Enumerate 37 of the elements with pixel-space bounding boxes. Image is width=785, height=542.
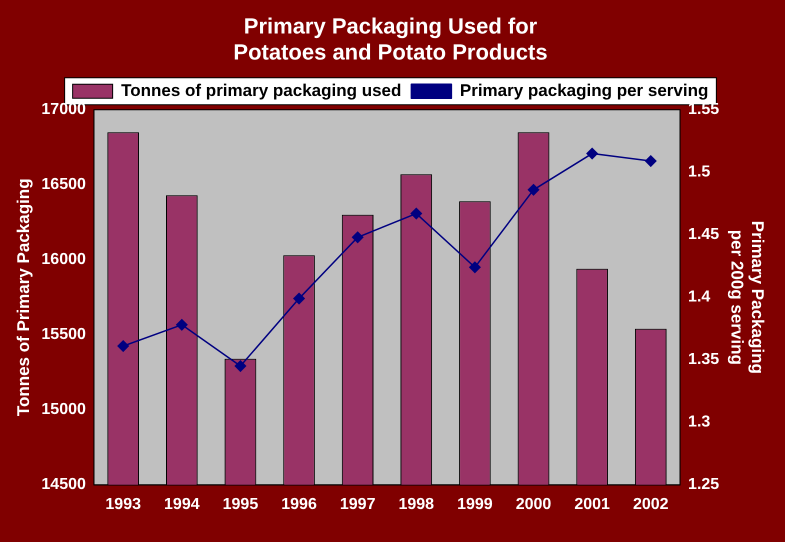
x-tick-label: 1996 — [281, 496, 317, 513]
y2-axis-title: Primary Packaging per 200g serving — [728, 220, 768, 374]
x-tick-label: 1998 — [398, 496, 434, 513]
x-tick-label: 1995 — [222, 496, 258, 513]
point — [234, 360, 246, 372]
y2-tick-label: 1.5 — [688, 164, 710, 181]
y2-tick-label: 1.45 — [688, 226, 720, 244]
y2-tick-label: 1.25 — [688, 476, 720, 494]
point — [645, 155, 656, 167]
y2-tick-label: 1.3 — [688, 414, 710, 431]
point — [293, 292, 305, 304]
x-tick-label: 2000 — [516, 496, 552, 513]
chart-title: Primary Packaging Used for Potatoes and Potato Products — [233, 13, 548, 65]
point — [352, 232, 364, 244]
y-tick-label: 16500 — [41, 176, 86, 194]
x-tick-label: 2002 — [632, 496, 669, 513]
y-tick-label: 15000 — [41, 401, 86, 418]
legend-label: Primary packaging per serving — [460, 80, 708, 100]
x-tick-label: 1997 — [340, 496, 376, 513]
y-tick-label: 16000 — [41, 251, 86, 268]
x-tick-label: 2001 — [574, 496, 610, 513]
y-tick-label: 14500 — [41, 476, 86, 494]
point — [586, 148, 598, 160]
x-tick-label: 1994 — [164, 496, 200, 513]
x-tick-label: 1999 — [457, 496, 493, 513]
point — [469, 262, 481, 274]
point — [117, 340, 129, 352]
point — [528, 184, 540, 196]
x-tick-label: 1993 — [105, 496, 142, 513]
y-tick-label: 17000 — [41, 101, 86, 118]
legend-label: Tonnes of primary packaging used — [121, 80, 402, 100]
point — [410, 208, 422, 220]
y2-tick-label: 1.35 — [688, 351, 720, 368]
point — [176, 319, 188, 331]
y-tick-label: 15500 — [41, 326, 86, 344]
y2-tick-label: 1.4 — [688, 288, 710, 306]
y-axis-title: Tonnes of Primary Packaging — [14, 178, 33, 416]
